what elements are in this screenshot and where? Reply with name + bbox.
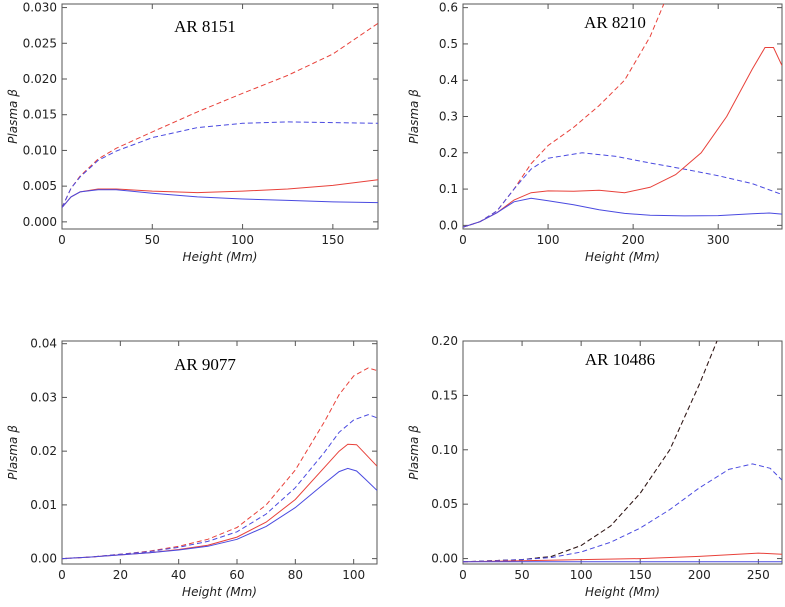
x-axis-title: Height (Mm) xyxy=(183,250,258,264)
series-line-4 xyxy=(62,189,378,208)
x-axis-title: Height (Mm) xyxy=(585,250,660,264)
x-tick-label: 0 xyxy=(459,568,467,582)
chart-panel-4: 0 50 100 150 200 250 0.00 0.05 0.10 0.15 0.20 Heigh… xyxy=(407,334,783,599)
y-tick-label: 0.010 xyxy=(23,143,57,157)
x-tick-label: 200 xyxy=(688,568,711,582)
x-tick-label: 50 xyxy=(145,233,160,247)
y-tick-label: 0.4 xyxy=(439,73,458,87)
y-axis-title: Plasma β xyxy=(407,89,421,144)
y-axis-title: Plasma β xyxy=(6,425,20,480)
y-tick-label: 0.020 xyxy=(23,72,57,86)
x-tick-label: 50 xyxy=(514,568,529,582)
x-tick-label: 100 xyxy=(570,568,593,582)
x-tick-label: 300 xyxy=(707,233,730,247)
y-tick-label: 0.00 xyxy=(431,552,458,566)
x-axis-title: Height (Mm) xyxy=(182,585,257,599)
series-line-3 xyxy=(62,179,378,208)
y-axis-title: Plasma β xyxy=(6,89,20,144)
y-tick-label: 0.1 xyxy=(439,182,458,196)
x-tick-label: 150 xyxy=(321,233,344,247)
series-line-3 xyxy=(62,443,377,560)
y-tick-label: 0.02 xyxy=(30,444,57,458)
y-tick-label: 0.03 xyxy=(30,390,57,404)
series-group xyxy=(62,22,378,208)
y-tick-label: 0.005 xyxy=(23,179,57,193)
plot-frame xyxy=(462,340,783,565)
chart-panel-3: 0 20 40 60 80 100 0.00 0.01 0.02 0.03 0.04 Height (… xyxy=(6,337,378,599)
y-tick-label: 0.04 xyxy=(30,337,57,351)
x-tick-label: 150 xyxy=(629,568,652,582)
x-tick-label: 250 xyxy=(747,568,770,582)
y-tick-label: 0.3 xyxy=(439,110,458,124)
y-tick-label: 0.20 xyxy=(431,334,458,348)
y-tick-label: 0.030 xyxy=(23,1,57,15)
series-line-2 xyxy=(62,414,377,560)
y-axis-title: Plasma β xyxy=(407,425,421,480)
x-tick-label: 100 xyxy=(537,233,560,247)
y-tick-label: 0.15 xyxy=(431,388,458,402)
y-tick-label: 0.6 xyxy=(439,1,458,15)
panel-title: AR 9077 xyxy=(174,355,236,374)
x-tick-label: 200 xyxy=(622,233,645,247)
x-tick-label: 40 xyxy=(171,568,186,582)
panel-title: AR 8151 xyxy=(174,17,236,36)
y-tick-label: 0.05 xyxy=(431,497,458,511)
x-tick-label: 0 xyxy=(58,568,66,582)
y-tick-label: 0.015 xyxy=(23,108,57,122)
x-axis-title: Height (Mm) xyxy=(585,585,660,599)
panel-title: AR 10486 xyxy=(585,350,655,369)
series-line-1 xyxy=(463,4,665,228)
series-line-3 xyxy=(463,47,782,228)
y-tick-label: 0.2 xyxy=(439,146,458,160)
x-tick-label: 0 xyxy=(459,233,467,247)
series-group xyxy=(463,4,782,228)
series-line-2 xyxy=(463,341,718,563)
x-tick-label: 0 xyxy=(58,233,66,247)
series-line-1 xyxy=(62,367,377,560)
plot-frame xyxy=(61,340,378,565)
y-tick-label: 0.000 xyxy=(23,215,57,229)
x-tick-label: 100 xyxy=(342,568,365,582)
series-line-4 xyxy=(463,197,782,228)
series-line-4 xyxy=(463,552,782,563)
series-line-2 xyxy=(463,152,782,228)
series-line-2 xyxy=(62,121,378,208)
series-line-1 xyxy=(463,341,718,563)
plot-frame xyxy=(61,3,379,230)
series-group xyxy=(463,341,782,563)
series-line-3 xyxy=(463,463,782,563)
x-tick-label: 80 xyxy=(288,568,303,582)
x-tick-label: 20 xyxy=(113,568,128,582)
plot-frame xyxy=(462,3,783,230)
x-tick-label: 100 xyxy=(231,233,254,247)
series-line-4 xyxy=(62,467,377,560)
panel-title: AR 8210 xyxy=(584,13,646,32)
series-group xyxy=(62,367,377,560)
chart-panel-2: 0 100 200 300 0.0 0.1 0.2 0.3 0.4 0.5 0.6 Height (M… xyxy=(407,1,783,264)
y-tick-label: 0.01 xyxy=(30,498,57,512)
y-tick-label: 0.00 xyxy=(30,552,57,566)
x-tick-label: 60 xyxy=(229,568,244,582)
series-line-1 xyxy=(62,22,378,208)
y-tick-label: 0.10 xyxy=(431,443,458,457)
y-tick-label: 0.5 xyxy=(439,37,458,51)
y-tick-label: 0.025 xyxy=(23,36,57,50)
y-tick-label: 0.0 xyxy=(439,218,458,232)
chart-panel-1: 0 50 100 150 0.000 0.005 0.010 0.015 0.020 0.025 0… xyxy=(6,1,379,264)
